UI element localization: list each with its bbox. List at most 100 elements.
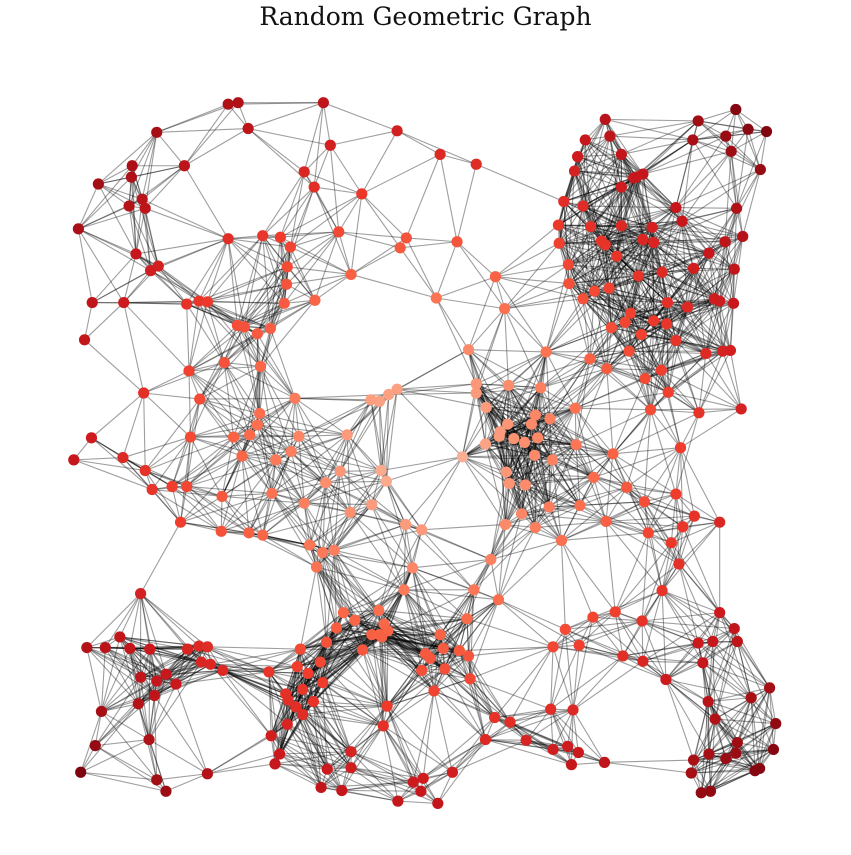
graph-edge — [558, 186, 622, 226]
graph-edge — [661, 271, 707, 354]
graph-node — [714, 607, 726, 619]
graph-edge — [439, 154, 458, 242]
graph-edge — [405, 456, 463, 525]
graph-edge — [129, 647, 167, 675]
graph-edge — [189, 398, 201, 438]
graph-node — [544, 413, 556, 425]
graph-edge — [289, 246, 316, 301]
graph-edge — [508, 423, 533, 484]
graph-edge — [119, 636, 208, 648]
graph-edge — [693, 267, 735, 270]
graph-edge — [435, 297, 470, 350]
graph-edge — [557, 224, 595, 292]
graph-edge — [574, 170, 637, 178]
graph-edge — [575, 444, 645, 503]
graph-edge — [484, 443, 506, 525]
graph-node — [520, 734, 532, 746]
graph-edge — [693, 235, 744, 269]
graph-edge — [642, 590, 663, 662]
graph-edge — [708, 753, 712, 792]
graph-edge — [643, 501, 680, 565]
graph-edge — [624, 267, 694, 323]
graph-edge — [436, 297, 505, 310]
graph-edge — [241, 366, 261, 457]
graph-edge — [297, 636, 382, 668]
graph-edge — [175, 646, 208, 685]
graph-edge — [425, 589, 475, 655]
graph-node — [754, 762, 766, 775]
graph-edge — [268, 671, 314, 703]
graph-edge — [91, 437, 153, 490]
graph-node — [78, 334, 91, 346]
graph-edge — [220, 492, 273, 532]
graph-edge — [86, 647, 102, 712]
graph-node — [139, 464, 151, 477]
graph-node — [479, 438, 492, 450]
graph-edge — [608, 287, 677, 341]
graph-edge — [188, 326, 245, 372]
graph-edge — [382, 725, 453, 773]
graph-edge — [336, 627, 372, 636]
graph-edge — [259, 413, 292, 452]
graph-edge — [678, 521, 721, 565]
graph-edge — [558, 242, 639, 277]
graph-node — [151, 675, 163, 687]
graph-edge — [535, 368, 608, 416]
graph-node — [269, 758, 281, 770]
graph-edge — [686, 306, 724, 352]
graph-edge — [302, 714, 352, 753]
graph-edge — [582, 135, 611, 207]
graph-edge — [667, 302, 724, 352]
graph-edge — [579, 504, 649, 534]
graph-edge — [509, 721, 572, 766]
graph-edge — [675, 302, 734, 342]
graph-edge — [490, 471, 507, 560]
graph-edge — [707, 701, 761, 769]
graph-edge — [78, 228, 151, 272]
graph-edge — [552, 646, 574, 711]
graph-edge — [270, 689, 304, 737]
graph-edge — [148, 739, 167, 792]
graph-edge — [241, 424, 258, 457]
graph-node — [92, 178, 104, 190]
graph-edge — [346, 399, 372, 436]
graph-edge — [637, 220, 683, 277]
graph-edge — [220, 496, 223, 532]
graph-edge — [157, 265, 188, 305]
graph-edge — [590, 154, 622, 227]
graph-edge — [702, 662, 709, 702]
graph-edge — [651, 226, 694, 269]
graph-edge — [612, 453, 645, 502]
graph-edge — [616, 242, 654, 257]
graph-edge — [437, 772, 453, 804]
graph-edge — [279, 171, 305, 238]
graph-edge — [600, 176, 637, 242]
graph-edge — [697, 612, 721, 644]
graph-edge — [165, 645, 200, 675]
graph-edge — [505, 504, 581, 526]
graph-node — [630, 171, 642, 183]
graph-edge — [565, 628, 624, 657]
graph-edge — [531, 423, 595, 478]
graph-edge — [606, 322, 626, 369]
graph-edge — [140, 677, 150, 740]
graph-node — [687, 134, 699, 146]
graph-edge — [94, 711, 102, 746]
graph-edge — [643, 501, 663, 591]
graph-edge — [316, 566, 380, 611]
graph-edge — [350, 767, 414, 783]
graph-edge — [302, 689, 328, 770]
graph-edge — [601, 220, 683, 242]
graph-edge — [485, 423, 532, 445]
graph-edge — [302, 714, 322, 788]
graph-node — [727, 297, 740, 309]
graph-edge — [681, 151, 732, 222]
graph-edge — [382, 670, 423, 727]
graph-edge — [642, 120, 699, 175]
graph-edge — [504, 442, 526, 525]
graph-edge — [405, 237, 437, 299]
graph-edge — [405, 154, 441, 239]
graph-edge — [388, 383, 477, 396]
graph-edge — [381, 636, 423, 671]
graph-edge — [567, 264, 584, 299]
